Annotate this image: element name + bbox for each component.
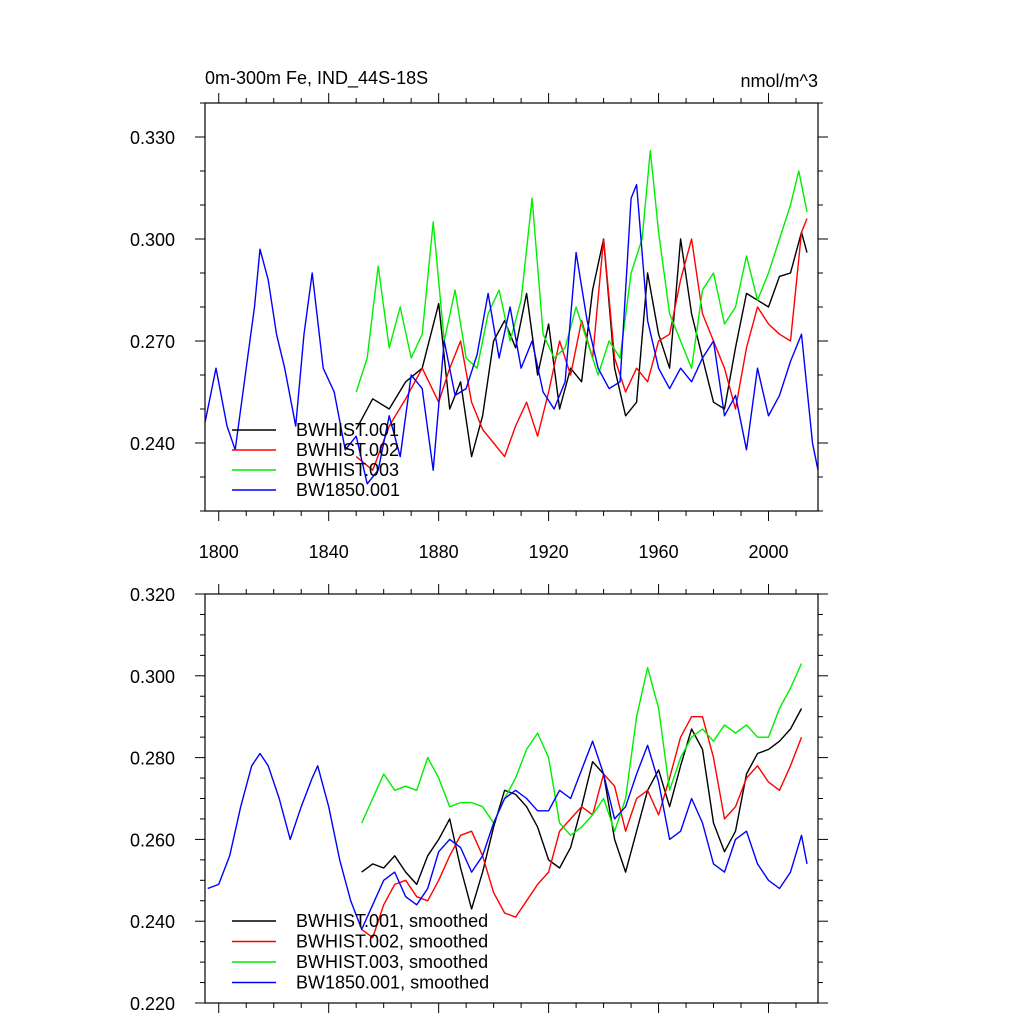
- legend-label: BWHIST.003, smoothed: [296, 952, 488, 972]
- chart-title: 0m-300m Fe, IND_44S-18S: [205, 68, 428, 89]
- smoothed-timeseries-panel: 0.220 0.240 0.260 0.280 0.300 0.320 BWHIST.001…: [130, 584, 828, 1014]
- legend-label: BWHIST.003: [296, 460, 399, 480]
- y-tick-label: 0.270: [130, 332, 175, 352]
- series-line-bwhist-001: [355, 231, 808, 458]
- series-line-bwhist-002: [355, 218, 808, 471]
- x-tick-label: 1840: [309, 542, 349, 562]
- legend-label: BW1850.001, smoothed: [296, 973, 489, 993]
- y-tick-label: 0.320: [130, 585, 175, 605]
- y-tick-label: 0.220: [130, 994, 175, 1014]
- x-tick-label: 1800: [199, 542, 239, 562]
- legend-label: BWHIST.001: [296, 420, 399, 440]
- series-line-bwhist-003: [355, 149, 808, 393]
- raw-timeseries-panel: 1800 1840 1880 1920 1960 2000 0.240 0.270 0.300 0…: [130, 68, 828, 562]
- x-tick-label: 1920: [529, 542, 569, 562]
- y-tick-label: 0.300: [130, 230, 175, 250]
- legend-label: BWHIST.002: [296, 440, 399, 460]
- y-tick-label: 0.280: [130, 749, 175, 769]
- series-line-bwhist-003-smoothed: [361, 663, 803, 836]
- series-line-bw1850-001: [205, 183, 818, 485]
- y-tick-label: 0.330: [130, 128, 175, 148]
- legend-label: BWHIST.001, smoothed: [296, 911, 488, 931]
- series-line-bwhist-001-smoothed: [361, 708, 803, 910]
- y-tick-label: 0.240: [130, 912, 175, 932]
- y-tick-label: 0.300: [130, 667, 175, 687]
- x-tick-label: 1960: [639, 542, 679, 562]
- legend-label: BW1850.001: [296, 480, 400, 500]
- x-tick-label: 1880: [419, 542, 459, 562]
- x-tick-label: 2000: [748, 542, 788, 562]
- series-line-bwhist-002-smoothed: [361, 716, 803, 939]
- y-tick-label: 0.240: [130, 434, 175, 454]
- units-label: nmol/m^3: [741, 71, 818, 91]
- legend-label: BWHIST.002, smoothed: [296, 932, 488, 952]
- series-line-bw1850-001-smoothed: [207, 740, 808, 931]
- y-tick-label: 0.260: [130, 830, 175, 850]
